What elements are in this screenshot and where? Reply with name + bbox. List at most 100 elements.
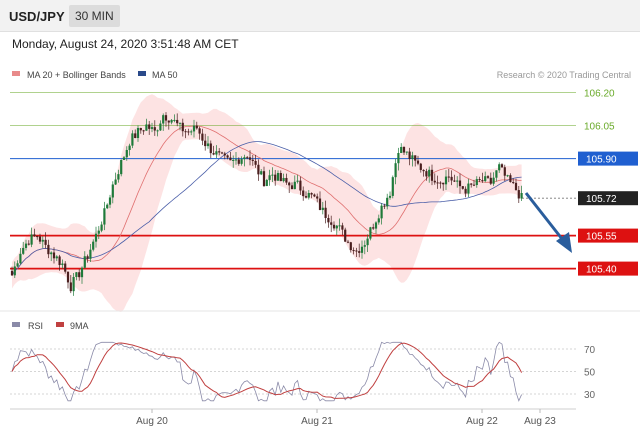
candle-body xyxy=(352,250,355,252)
candle-body xyxy=(422,169,425,172)
candle-body xyxy=(416,160,420,164)
candle-body xyxy=(148,124,151,129)
candle-body xyxy=(450,176,453,181)
support-level-label: 105.55 xyxy=(586,232,617,243)
candle-body xyxy=(453,180,456,182)
candle-body xyxy=(484,176,487,182)
candle-body xyxy=(198,128,201,134)
forecast-arrow-head xyxy=(556,232,572,253)
candle-body xyxy=(408,151,411,159)
resistance-level-label: 106.20 xyxy=(584,89,615,100)
timeframe-button[interactable]: 30 MIN xyxy=(69,5,120,27)
candle-body xyxy=(372,227,375,229)
candle-body xyxy=(190,131,193,133)
candle-body xyxy=(206,143,210,147)
candle-body xyxy=(302,190,305,197)
candle-body xyxy=(139,127,142,131)
candle-body xyxy=(50,252,53,255)
candle-body xyxy=(218,151,221,153)
candle-body xyxy=(262,171,266,187)
attribution-label: Research © 2020 Trading Central xyxy=(497,70,631,80)
support-level-label: 105.40 xyxy=(586,265,617,276)
candle-body xyxy=(72,276,75,292)
legend-ma50-swatch xyxy=(138,71,146,76)
candle-body xyxy=(265,179,268,187)
candle-body xyxy=(195,125,198,129)
candle-body xyxy=(498,164,501,171)
candle-body xyxy=(41,239,44,242)
candle-body xyxy=(288,182,291,186)
candle-body xyxy=(58,256,61,266)
candle-body xyxy=(108,197,112,205)
legend-ma20-label: MA 20 + Bollinger Bands xyxy=(27,70,126,80)
candle-body xyxy=(167,120,170,123)
bollinger-band-area xyxy=(12,94,522,312)
candle-body xyxy=(411,155,414,159)
current-price-label: 105.72 xyxy=(586,194,617,205)
candle-body xyxy=(346,241,350,243)
candle-body xyxy=(355,250,358,252)
candle-body xyxy=(128,145,131,150)
rsi-y-tick-label: 50 xyxy=(584,368,596,379)
candle-body xyxy=(456,180,459,182)
candle-body xyxy=(495,170,498,178)
candle-body xyxy=(489,177,492,184)
candle-body xyxy=(436,182,439,184)
candle-body xyxy=(232,159,235,161)
candle-body xyxy=(78,272,81,278)
candle-body xyxy=(472,184,476,186)
candle-body xyxy=(145,124,148,131)
candle-body xyxy=(66,271,70,283)
candle-body xyxy=(136,127,140,139)
candle-body xyxy=(517,190,520,199)
candle-body xyxy=(260,171,263,175)
legend-ma50-label: MA 50 xyxy=(152,70,178,80)
candle-body xyxy=(27,243,30,245)
candle-body xyxy=(268,175,271,180)
resistance-level-label: 106.05 xyxy=(584,122,615,133)
candle-body xyxy=(92,241,95,250)
candle-body xyxy=(243,157,246,160)
candle-body xyxy=(377,218,380,223)
candle-body xyxy=(33,234,36,237)
candle-body xyxy=(24,243,28,248)
candle-body xyxy=(461,186,464,189)
candle-body xyxy=(64,263,67,272)
candle-body xyxy=(170,119,173,123)
candle-body xyxy=(86,256,89,259)
legend-9ma-swatch xyxy=(56,322,64,327)
ma20-line xyxy=(11,125,522,276)
candle-body xyxy=(447,176,450,178)
candle-body xyxy=(134,133,137,139)
candle-body xyxy=(428,169,431,177)
candle-body xyxy=(433,180,436,183)
candle-body xyxy=(75,272,78,277)
candle-body xyxy=(173,119,176,121)
x-tick-label: Aug 21 xyxy=(301,416,333,427)
candle-body xyxy=(293,181,296,190)
candle-body xyxy=(162,115,165,124)
candle-body xyxy=(38,236,42,242)
candle-body xyxy=(391,177,394,196)
candle-body xyxy=(349,242,352,251)
candle-body xyxy=(103,208,106,225)
candle-body xyxy=(209,143,212,154)
candle-body xyxy=(386,197,389,207)
candle-body xyxy=(285,177,288,183)
rsi-y-tick-label: 30 xyxy=(584,390,596,401)
candle-body xyxy=(442,182,445,185)
symbol-label: USD/JPY xyxy=(9,9,65,24)
candle-body xyxy=(366,238,369,246)
x-tick-label: Aug 20 xyxy=(136,416,168,427)
candle-body xyxy=(106,204,109,209)
forecast-arrow-shaft xyxy=(524,192,568,245)
candle-body xyxy=(274,174,277,181)
support-level-tag xyxy=(578,261,638,276)
candle-body xyxy=(164,115,168,121)
candle-body xyxy=(229,157,232,161)
candle-body xyxy=(360,246,364,253)
candle-body xyxy=(313,194,316,197)
candle-body xyxy=(257,164,260,175)
candle-body xyxy=(159,123,162,131)
candle-body xyxy=(111,184,114,198)
